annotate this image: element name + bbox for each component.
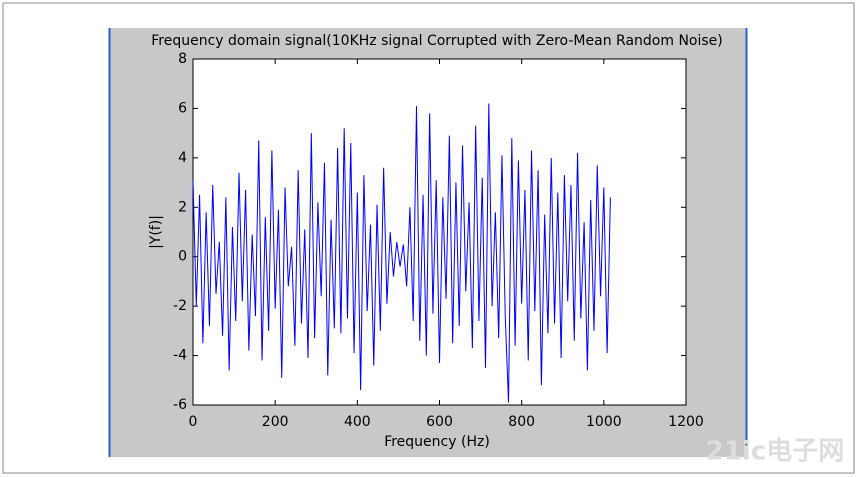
y-tick-label: 2 xyxy=(178,199,187,215)
x-axis-label: Frequency (Hz) xyxy=(384,434,490,450)
watermark: 21ic电子网 xyxy=(706,437,845,467)
y-tick-label: -6 xyxy=(173,397,187,413)
signal-line xyxy=(192,103,611,403)
y-tick-label: 0 xyxy=(178,249,187,265)
x-tick-label: 1000 xyxy=(586,414,622,430)
x-tick-label: 1200 xyxy=(668,414,704,430)
x-tick-label: 0 xyxy=(189,414,198,430)
y-tick-label: 6 xyxy=(178,100,187,116)
y-tick-label: -2 xyxy=(173,298,187,314)
x-tick-label: 400 xyxy=(344,414,371,430)
chart-title: Frequency domain signal(10KHz signal Cor… xyxy=(151,33,723,49)
x-tick-label: 800 xyxy=(508,414,535,430)
x-tick-label: 200 xyxy=(262,414,289,430)
x-tick-label: 600 xyxy=(426,414,453,430)
y-tick-label: -4 xyxy=(173,348,187,364)
y-tick-label: 8 xyxy=(178,51,187,67)
y-tick-label: 4 xyxy=(178,150,187,166)
y-axis-label: |Y(f)| xyxy=(148,215,164,249)
